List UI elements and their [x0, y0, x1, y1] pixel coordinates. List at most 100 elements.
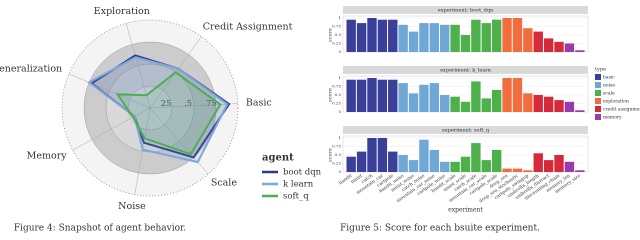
radar-axis [68, 73, 151, 109]
y-tick-label: 1 [338, 75, 341, 80]
legend-swatch [595, 74, 601, 80]
bar [419, 23, 429, 52]
bar [440, 95, 450, 112]
radar-tick-label: .75 [204, 99, 217, 108]
bar [471, 143, 481, 172]
radar-axis-label: Scale [211, 177, 238, 188]
bar [356, 151, 367, 172]
bar [481, 98, 491, 112]
legend-label: memory [603, 116, 622, 121]
bar [533, 95, 543, 112]
bar [398, 83, 408, 112]
panel-title: experiment: k_learn [440, 68, 492, 74]
bar [367, 138, 377, 172]
y-tick-label: 0.75 [332, 144, 341, 149]
bar [575, 110, 585, 112]
figure: Figure 4: Snapshot of agent behavior. Fi… [0, 6, 640, 234]
bar [460, 156, 471, 172]
bar [523, 28, 533, 52]
bar [429, 149, 440, 172]
bar [502, 18, 512, 52]
bar [408, 93, 419, 112]
y-tick-label: 0.25 [332, 101, 341, 106]
bar [367, 78, 377, 112]
bar [543, 38, 554, 52]
y-axis-label: score [328, 88, 334, 102]
bar [450, 96, 460, 112]
y-tick-label: 1 [338, 15, 341, 20]
bar [502, 168, 512, 172]
bar [346, 156, 356, 172]
radar-axis [149, 107, 209, 175]
legend-title: type [595, 67, 606, 73]
panel-strip [343, 126, 588, 134]
legend-label: scale [603, 91, 615, 97]
y-axis-label: score [328, 148, 334, 162]
legend-swatch [595, 82, 601, 88]
bar [346, 79, 356, 112]
panel-strip [343, 6, 588, 14]
bar [419, 139, 429, 172]
caption: Figure 4: Snapshot of agent behavior. [14, 224, 186, 234]
bar [554, 100, 564, 112]
radar-axis [134, 107, 151, 195]
bar [367, 18, 377, 52]
panel-strip [343, 66, 588, 74]
bar [471, 19, 481, 52]
radar-series [115, 71, 222, 156]
legend-title: agent [262, 153, 294, 164]
bar [554, 41, 564, 52]
radar-axis [125, 23, 151, 109]
radar-axis [149, 103, 238, 109]
bar [533, 153, 543, 172]
bar [512, 168, 523, 172]
radar-axis-label: Basic [246, 98, 272, 109]
legend-label: soft_q [283, 192, 309, 202]
bar [377, 19, 388, 52]
y-tick-label: 0.25 [332, 161, 341, 166]
legend-swatch [595, 98, 601, 104]
y-tick-label: 0.75 [332, 84, 341, 89]
bar [575, 170, 585, 172]
bar [388, 151, 398, 172]
bar [471, 81, 481, 112]
bar [491, 149, 502, 172]
bar [512, 78, 523, 112]
bar [429, 23, 440, 52]
bar [533, 31, 543, 52]
radar-axis-label: Noise [118, 201, 146, 212]
bar [523, 170, 533, 172]
legend-swatch [595, 106, 601, 112]
bar [543, 96, 554, 112]
bar [356, 79, 367, 112]
bar [408, 31, 419, 52]
radar-axis [72, 107, 151, 151]
y-tick-label: 0 [338, 49, 341, 54]
bar [440, 24, 450, 52]
bar [460, 35, 471, 52]
radar-axis-label: Generalization [0, 64, 62, 75]
panel-title: experiment: boot_dqn [438, 8, 494, 14]
y-tick-label: 0.5 [335, 92, 342, 97]
bar [377, 138, 388, 172]
bar [575, 50, 585, 52]
bar [460, 101, 471, 112]
panel-title: experiment: soft_q [442, 128, 490, 134]
legend-label: noise [603, 83, 615, 89]
y-tick-label: 0.75 [332, 24, 341, 29]
bar [440, 161, 450, 172]
bar [388, 19, 398, 52]
bar [398, 155, 408, 172]
bar [450, 161, 460, 172]
bar [408, 160, 419, 172]
radar-tick-label: 25 [161, 99, 171, 108]
radar-axis-label: Memory [27, 150, 68, 161]
bar [346, 19, 356, 52]
bar [481, 160, 491, 172]
legend-label: exploration [603, 99, 629, 105]
bar [554, 155, 564, 172]
y-tick-label: 0.5 [335, 32, 342, 37]
bar [450, 24, 460, 52]
bar [564, 161, 575, 172]
bar [564, 101, 575, 112]
